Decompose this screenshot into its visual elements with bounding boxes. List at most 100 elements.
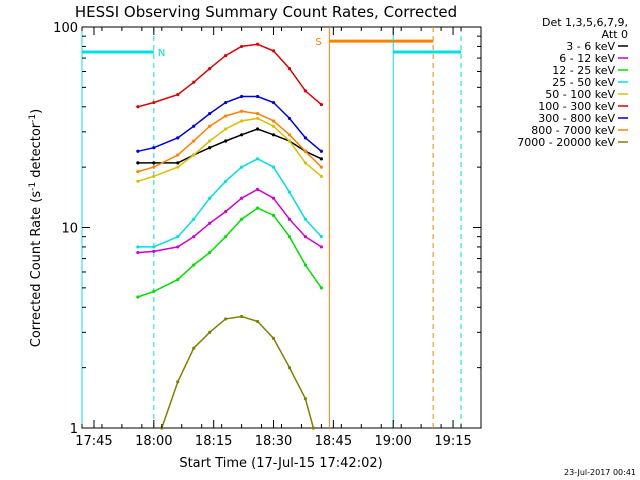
series-point (152, 100, 156, 105)
series-point (208, 330, 212, 334)
series-point (287, 139, 292, 143)
series-point (176, 277, 180, 282)
series-point (271, 213, 276, 217)
series-point (271, 124, 276, 128)
series-point (319, 103, 323, 107)
legend-label: 7000 - 20000 keV (517, 136, 615, 149)
series-line (137, 43, 322, 108)
series-point (152, 245, 156, 249)
legend-label: 6 - 12 keV (559, 52, 615, 65)
series-point (136, 170, 140, 174)
y-axis-label-prefix: Corrected Count Rate (s (29, 191, 44, 348)
legend-label: 3 - 6 keV (566, 40, 615, 53)
y-tick-label: 1 (70, 422, 78, 437)
series-point (287, 217, 292, 221)
series-point (192, 346, 196, 350)
series-point (136, 295, 140, 299)
series-point (192, 80, 196, 84)
series-point (136, 245, 140, 249)
series-point (240, 196, 244, 200)
series-point (192, 235, 196, 239)
series-point (224, 179, 228, 183)
series-point (208, 111, 212, 116)
series-point (224, 100, 228, 105)
series-point (224, 139, 228, 143)
series-point (152, 161, 156, 165)
y-tick-label: 100 (53, 21, 78, 36)
series-line (137, 128, 322, 164)
series-point (152, 249, 156, 253)
legend-label: 100 - 300 keV (538, 100, 615, 113)
series-point (208, 221, 212, 225)
legend-label: 800 - 7000 keV (531, 124, 615, 137)
series-point (319, 235, 323, 239)
series-point (208, 124, 212, 128)
series-point (208, 146, 212, 150)
x-tick-label: 17:45 (75, 434, 112, 449)
series-point (240, 119, 244, 123)
series-point (255, 42, 260, 46)
series-point (136, 250, 140, 255)
series-point (255, 116, 260, 121)
series-point (303, 235, 308, 239)
legend-header-line-2: Att 0 (602, 28, 628, 41)
y-axis-label-sup2: -1 (28, 114, 38, 123)
y-axis-label-sup1: -1 (28, 182, 38, 191)
series-point (255, 187, 260, 191)
series-point (240, 217, 244, 221)
series-line (137, 188, 322, 254)
series-line (137, 207, 323, 298)
series-line (137, 117, 322, 183)
series-point (287, 190, 292, 194)
series-layer (136, 42, 323, 430)
legend-label: 25 - 50 keV (552, 76, 615, 89)
series-point (136, 149, 140, 153)
y-tick-label: 10 (61, 222, 78, 237)
series-point (224, 114, 228, 118)
series-point (303, 161, 308, 165)
series-point (303, 89, 308, 93)
series-point (224, 317, 228, 321)
series-point (271, 100, 276, 105)
series-point (271, 336, 276, 340)
series-point (192, 263, 196, 267)
series-point (208, 139, 212, 143)
series-point (192, 153, 196, 157)
annotation-layer: NS (81, 27, 462, 428)
series-point (311, 426, 316, 430)
series-point (176, 161, 180, 165)
series-point (240, 44, 244, 49)
series-point (192, 139, 196, 143)
series-point (176, 165, 180, 169)
series-point (319, 149, 323, 153)
series-point (152, 174, 156, 178)
series-point (319, 286, 323, 290)
series-point (176, 93, 180, 97)
series-point (176, 136, 180, 140)
x-axis-label: Start Time (17-Jul-15 17:42:02) (179, 456, 382, 471)
series-point (224, 54, 228, 58)
series-point (152, 165, 156, 169)
series-point (255, 111, 260, 116)
series-point (240, 94, 244, 99)
series-line (137, 157, 322, 248)
y-axis-label: Corrected Count Rate (s-1 detector-1) (28, 109, 44, 347)
series-point (152, 146, 156, 150)
series-point (208, 250, 212, 255)
series-point (240, 109, 244, 113)
annotation-label: S (315, 37, 321, 48)
series-point (136, 179, 140, 183)
legend-header-line-1: Det 1,3,5,6,7,9, (542, 16, 628, 29)
legend-label: 12 - 25 keV (552, 64, 615, 77)
series-point (224, 127, 228, 131)
series-point (303, 397, 308, 401)
axis-ticks: 17:45 18:00 18:15 18:30 18:45 19:00 19:15 1 10 10… (53, 21, 482, 449)
series-point (287, 67, 292, 71)
series-point (287, 133, 292, 137)
legend-label: 300 - 800 keV (538, 112, 615, 125)
series-point (319, 245, 323, 249)
series-point (271, 119, 276, 123)
series-point (271, 196, 276, 200)
